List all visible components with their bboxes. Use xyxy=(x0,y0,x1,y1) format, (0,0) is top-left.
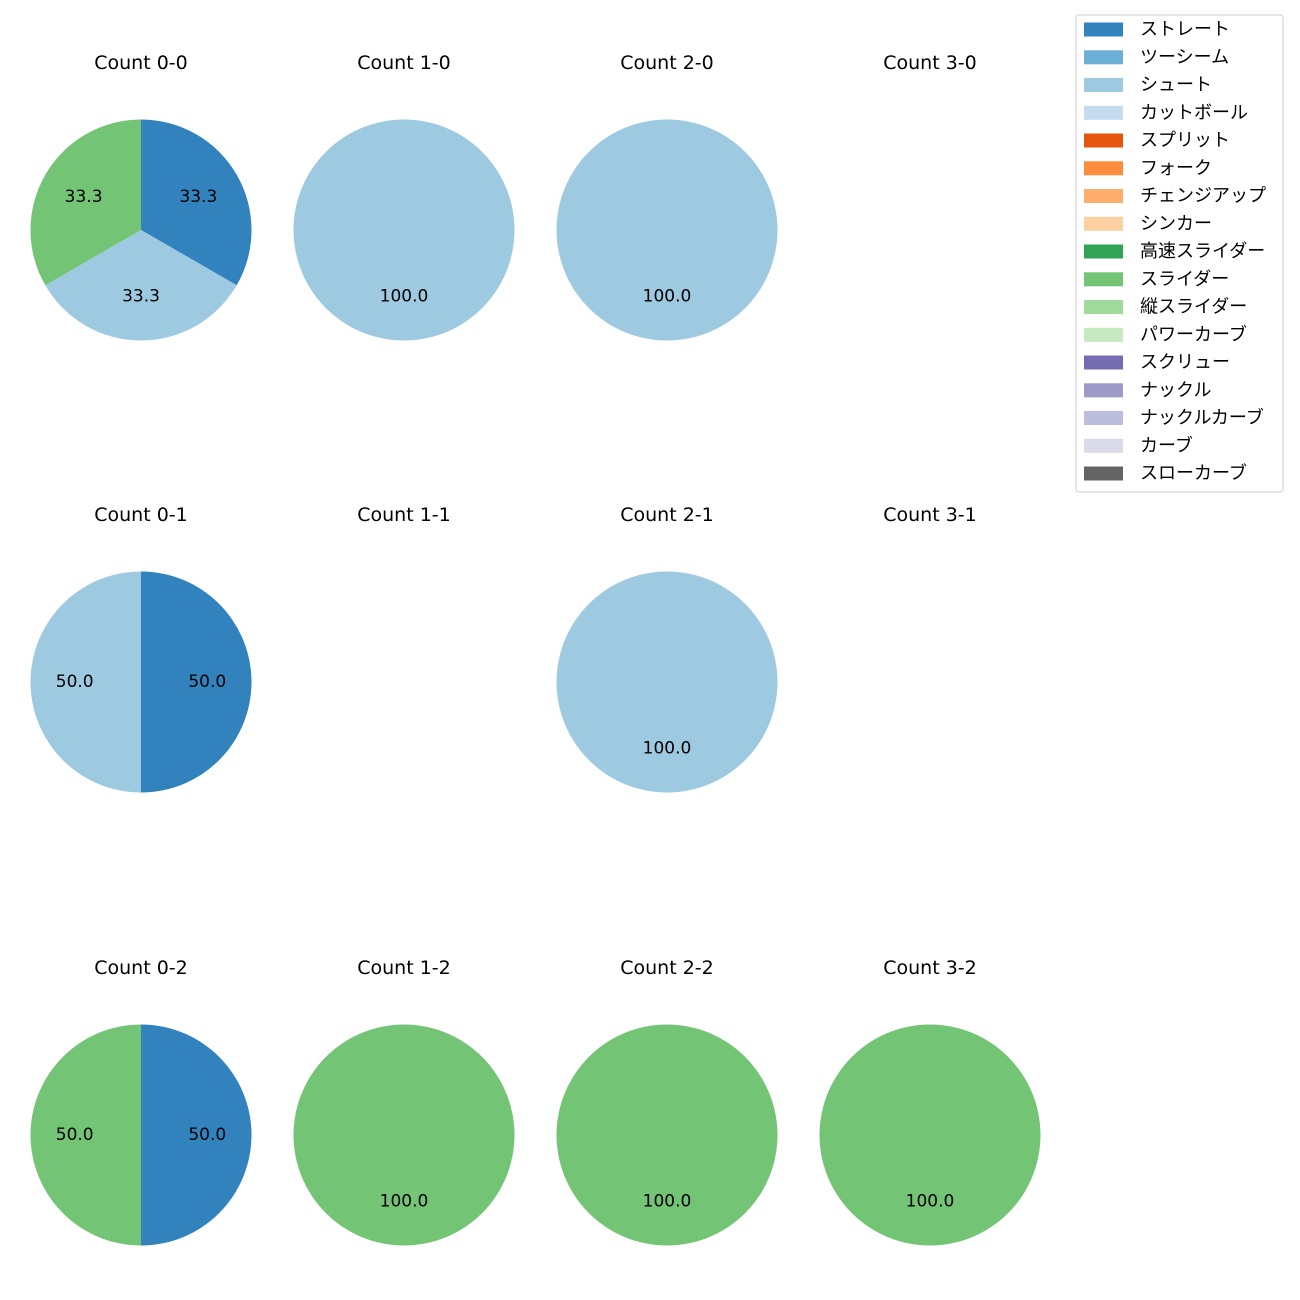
pie-slice xyxy=(293,119,515,341)
legend-label: ストレート xyxy=(1140,19,1230,40)
pie-title: Count 3-1 xyxy=(883,504,977,526)
pie-title: Count 0-2 xyxy=(94,957,188,979)
slice-label: 50.0 xyxy=(56,1125,94,1145)
legend-label: チェンジアップ xyxy=(1140,186,1266,207)
pie-panel: Count 0-0 33.3 33.3 33.3 xyxy=(30,52,252,341)
pie-panel: Count 2-0 100.0 xyxy=(556,52,778,341)
slice-label: 33.3 xyxy=(179,187,217,207)
legend-label: シンカー xyxy=(1140,213,1212,234)
pie-title: Count 1-1 xyxy=(357,504,451,526)
legend-swatch xyxy=(1084,50,1123,65)
legend-label: シュート xyxy=(1140,75,1212,96)
pie-title: Count 2-2 xyxy=(620,957,714,979)
slice-label: 50.0 xyxy=(56,672,94,692)
pie-panel: Count 0-2 50.0 50.0 xyxy=(30,957,252,1246)
pie-slice xyxy=(30,1024,142,1246)
pie-panel: Count 1-0 100.0 xyxy=(293,52,515,341)
legend-swatch xyxy=(1084,161,1123,176)
legend-label: スプリット xyxy=(1140,130,1230,151)
slice-label: 100.0 xyxy=(643,286,692,306)
pie-slice xyxy=(819,1024,1041,1246)
legend-label: ナックル xyxy=(1140,380,1211,401)
legend-label: パワーカーブ xyxy=(1140,323,1247,345)
legend-label: カーブ xyxy=(1140,434,1193,456)
legend-swatch xyxy=(1084,327,1123,342)
legend-swatch xyxy=(1084,78,1123,92)
slice-label: 50.0 xyxy=(188,1125,226,1145)
legend-swatch xyxy=(1084,438,1123,453)
pie-title: Count 0-0 xyxy=(94,52,188,74)
pie-slice xyxy=(45,230,237,341)
legend-swatch xyxy=(1084,244,1123,259)
pie-slice xyxy=(556,119,778,341)
legend-swatch xyxy=(1084,216,1123,231)
pie-slice xyxy=(141,571,252,793)
legend-swatch xyxy=(1084,272,1123,287)
slice-label: 50.0 xyxy=(188,672,226,692)
legend-frame xyxy=(1075,14,1284,493)
legend-label: 高速スライダー xyxy=(1140,241,1265,262)
slice-label: 33.3 xyxy=(65,187,103,207)
pie-title: Count 2-0 xyxy=(620,52,714,74)
legend-label: スクリュー xyxy=(1140,352,1230,373)
legend-swatch xyxy=(1084,133,1123,148)
slice-label: 100.0 xyxy=(380,286,429,306)
legend: ストレートツーシームシュートカットボールスプリットフォークチェンジアップシンカー… xyxy=(1075,14,1284,493)
pie-panel: Count 2-2 100.0 xyxy=(556,957,778,1246)
pie-panel: Count 3-1 xyxy=(883,504,977,526)
slice-label: 100.0 xyxy=(380,1191,429,1211)
legend-label: スローカーブ xyxy=(1140,462,1247,484)
legend-swatch xyxy=(1084,411,1123,425)
slice-label: 33.3 xyxy=(122,286,160,306)
legend-label: ツーシーム xyxy=(1140,47,1229,68)
legend-swatch xyxy=(1084,355,1123,370)
legend-swatch xyxy=(1084,466,1123,481)
pie-panel: Count 1-2 100.0 xyxy=(293,957,515,1246)
pie-title: Count 3-0 xyxy=(883,52,977,74)
pie-title: Count 3-2 xyxy=(883,957,977,979)
legend-swatch xyxy=(1084,300,1123,314)
slice-label: 100.0 xyxy=(643,738,692,758)
legend-swatch xyxy=(1084,22,1123,37)
pie-panel: Count 1-1 xyxy=(357,504,451,526)
legend-label: スライダー xyxy=(1140,269,1229,290)
pie-slice xyxy=(141,1024,252,1246)
legend-label: フォーク xyxy=(1140,158,1212,179)
pie-slice xyxy=(30,571,142,793)
pie-title: Count 0-1 xyxy=(94,504,188,526)
slice-label: 100.0 xyxy=(906,1191,955,1211)
legend-swatch xyxy=(1084,383,1123,398)
pie-panel: Count 2-1 100.0 xyxy=(556,504,778,793)
pie-slice xyxy=(293,1024,515,1246)
pie-title: Count 1-0 xyxy=(357,52,451,74)
pie-panel: Count 0-1 50.0 50.0 xyxy=(30,504,252,793)
legend-swatch xyxy=(1084,189,1123,203)
pie-title: Count 1-2 xyxy=(357,957,451,979)
slice-label: 100.0 xyxy=(643,1191,692,1211)
legend-label: ナックルカーブ xyxy=(1140,407,1264,429)
pie-slice xyxy=(141,119,252,286)
pie-panel: Count 3-0 xyxy=(883,52,977,74)
pie-panel: Count 3-2 100.0 xyxy=(819,957,1041,1246)
legend-label: 縦スライダー xyxy=(1140,297,1247,318)
legend-label: カットボール xyxy=(1140,102,1248,123)
pie-slice xyxy=(556,571,778,793)
pie-slice xyxy=(556,1024,778,1246)
pie-slice xyxy=(30,119,141,286)
pie-title: Count 2-1 xyxy=(620,504,714,526)
legend-swatch xyxy=(1084,105,1123,120)
